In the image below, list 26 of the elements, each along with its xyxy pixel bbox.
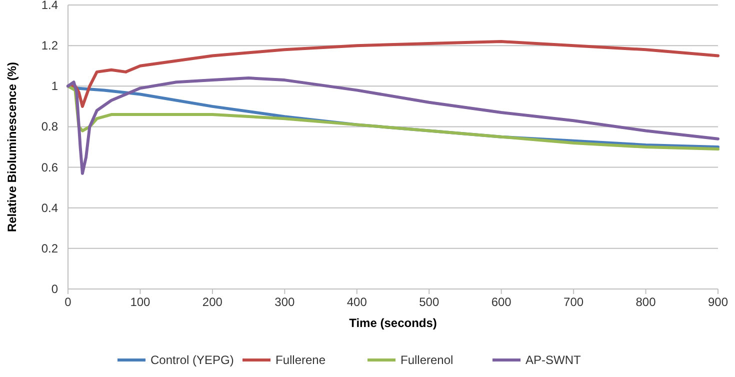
x-tick-label: 100 bbox=[130, 295, 151, 309]
y-axis-title: Relative Bioluminescence (%) bbox=[5, 62, 19, 232]
legend-label: Fullerene bbox=[276, 353, 326, 367]
x-tick-label: 900 bbox=[708, 295, 728, 309]
y-tick-label: 1 bbox=[51, 79, 58, 94]
x-tick-label: 700 bbox=[564, 295, 584, 309]
x-axis-title: Time (seconds) bbox=[349, 316, 437, 330]
y-tick-label: 1.4 bbox=[41, 0, 58, 12]
legend-label: Fullerenol bbox=[400, 353, 454, 367]
legend-label: Control (YEPG) bbox=[150, 353, 234, 367]
x-tick-label: 400 bbox=[346, 295, 368, 309]
x-tick-label: 0 bbox=[64, 295, 72, 309]
y-tick-label: 1.2 bbox=[41, 38, 58, 53]
x-tick-label: 800 bbox=[636, 295, 656, 309]
x-tick-label: 200 bbox=[202, 295, 223, 309]
y-tick-label: 0.2 bbox=[41, 241, 58, 256]
x-tick-label: 500 bbox=[419, 295, 440, 309]
y-tick-label: 0.8 bbox=[41, 120, 58, 134]
y-tick-label: 0 bbox=[51, 282, 58, 296]
x-tick-label: 600 bbox=[491, 295, 512, 309]
y-tick-label: 0.4 bbox=[41, 200, 58, 215]
x-tick-label: 300 bbox=[274, 295, 295, 309]
y-tick-label: 0.6 bbox=[41, 160, 58, 174]
legend-label: AP-SWNT bbox=[526, 353, 582, 367]
line-series bbox=[66, 40, 720, 108]
line-series bbox=[66, 76, 720, 175]
